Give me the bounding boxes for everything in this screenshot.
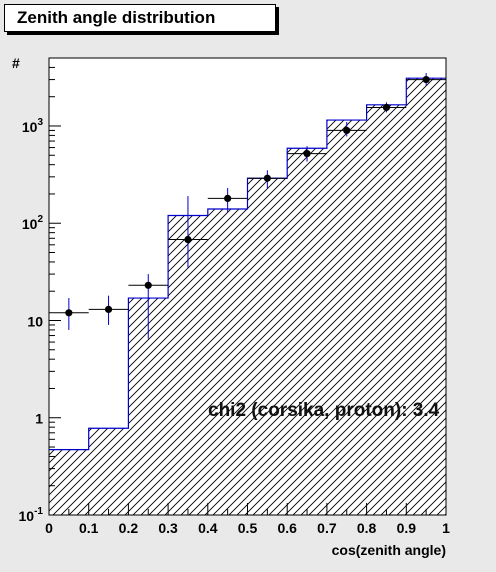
x-tick-label: 0.6: [277, 520, 297, 536]
chi2-annotation: chi2 (corsika, proton): 3.4: [208, 400, 440, 421]
y-axis-label: #: [12, 55, 20, 71]
x-tick-label: 0.9: [397, 520, 417, 536]
histogram-fill: [49, 78, 446, 516]
data-point: [382, 103, 391, 112]
y-tick-label: 10-1: [19, 506, 44, 524]
y-tick-label: 103: [22, 117, 44, 135]
x-tick-label: 0: [45, 520, 53, 536]
chart-title-box: Zenith angle distribution: [4, 4, 276, 32]
x-tick-label: 0.1: [79, 520, 99, 536]
chart-title: Zenith angle distribution: [17, 8, 216, 27]
data-point: [104, 305, 113, 314]
data-point: [303, 149, 311, 158]
y-tick-label: 102: [22, 214, 44, 232]
x-tick-label: 1: [442, 520, 450, 536]
x-tick-label: 0.8: [357, 520, 377, 536]
data-point: [184, 235, 192, 244]
x-axis-label: cos(zenith angle): [332, 542, 446, 558]
x-tick-label: 0.7: [317, 520, 337, 536]
data-point: [144, 281, 152, 289]
data-point: [65, 309, 73, 317]
x-tick-label: 0.5: [238, 520, 258, 536]
data-point: [224, 194, 232, 203]
x-tick-label: 0.4: [198, 520, 218, 536]
data-point: [263, 174, 271, 182]
data-point: [422, 75, 430, 84]
x-tick-label: 0.2: [119, 520, 139, 536]
y-tick-label: 10: [27, 313, 43, 329]
data-point: [343, 126, 351, 135]
y-tick-label: 1: [35, 411, 43, 427]
x-tick-label: 0.3: [158, 520, 178, 536]
